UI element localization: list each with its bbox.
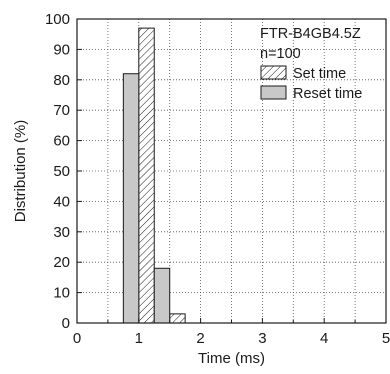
x-tick-label: 4 bbox=[320, 330, 328, 347]
y-tick-label: 50 bbox=[53, 163, 70, 180]
bar-reset-time bbox=[153, 267, 171, 324]
legend-swatch-reset-time bbox=[260, 85, 287, 100]
legend-swatch-set-time bbox=[260, 65, 287, 80]
legend-label-set-time: Set time bbox=[293, 66, 346, 82]
x-tick-label: 2 bbox=[196, 330, 204, 347]
x-tick-label: 5 bbox=[382, 330, 390, 347]
y-tick-label: 40 bbox=[53, 193, 70, 210]
y-tick-label: 30 bbox=[53, 224, 70, 241]
x-axis-title: Time (ms) bbox=[198, 350, 265, 367]
y-tick-label: 20 bbox=[53, 254, 70, 271]
y-tick-label: 10 bbox=[53, 285, 70, 302]
bar-set-time bbox=[169, 313, 186, 324]
legend-model: FTR-B4GB4.5Z bbox=[260, 26, 361, 42]
y-tick-label: 60 bbox=[53, 133, 70, 150]
legend-label-reset-time: Reset time bbox=[293, 86, 362, 102]
y-tick-label: 90 bbox=[53, 41, 70, 58]
y-tick-label: 80 bbox=[53, 72, 70, 89]
y-tick-label: 100 bbox=[45, 11, 70, 28]
legend: FTR-B4GB4.5Z n=100 Set time Reset time bbox=[260, 26, 362, 102]
y-axis-title: Distribution (%) bbox=[12, 120, 29, 223]
y-tick-label: 70 bbox=[53, 102, 70, 119]
y-tick-label: 0 bbox=[62, 315, 70, 332]
bar-reset-time bbox=[122, 73, 140, 324]
x-tick-label: 3 bbox=[258, 330, 266, 347]
x-tick-label: 1 bbox=[135, 330, 143, 347]
legend-sample-size: n=100 bbox=[260, 46, 301, 62]
bar-set-time bbox=[138, 27, 155, 324]
x-tick-label: 0 bbox=[73, 330, 81, 347]
